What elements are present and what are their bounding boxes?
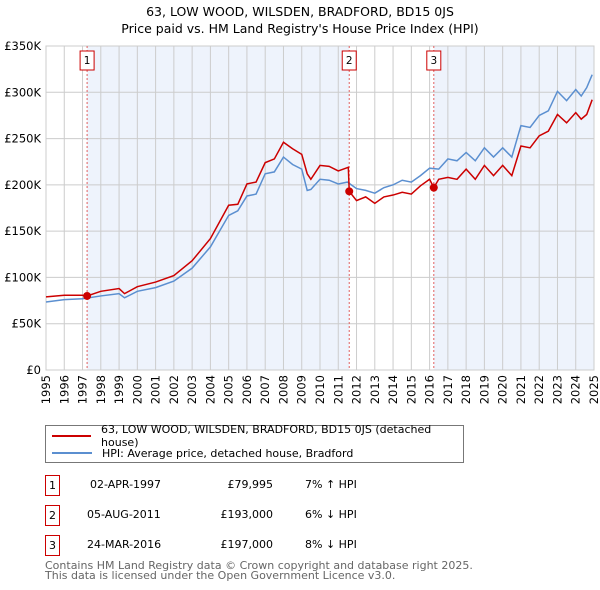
x-tick-label: 2025 (587, 375, 600, 404)
x-tick-label: 2007 (258, 375, 272, 404)
sale-marker-number: 1 (84, 55, 91, 67)
sale-row: 3 24-MAR-2016 £197,000 8% ↓ HPI (45, 535, 465, 556)
y-tick-label: £100K (4, 270, 41, 284)
x-tick-label: 2017 (441, 375, 455, 404)
x-tick-label: 1996 (57, 375, 71, 404)
x-tick-label: 2016 (423, 375, 437, 404)
x-tick-label: 2024 (569, 375, 583, 404)
x-tick-label: 2005 (222, 375, 236, 404)
legend-item-hpi: HPI: Average price, detached house, Brad… (46, 445, 353, 461)
y-tick-label: £250K (4, 132, 41, 146)
sale-marker-box (79, 50, 95, 71)
y-tick-label: £50K (12, 317, 42, 331)
legend-item-property: 63, LOW WOOD, WILSDEN, BRADFORD, BD15 0J… (46, 423, 463, 449)
x-tick-label: 2011 (331, 375, 345, 404)
x-tick-label: 2002 (167, 375, 181, 404)
x-tick-label: 2018 (459, 375, 473, 404)
legend-label-hpi: HPI: Average price, detached house, Brad… (102, 446, 354, 460)
y-tick-label: £300K (4, 85, 41, 99)
sale-marker-box (426, 50, 442, 71)
x-tick-label: 2012 (350, 375, 364, 404)
legend: 63, LOW WOOD, WILSDEN, BRADFORD, BD15 0J… (45, 423, 464, 463)
sale-date: 05-AUG-2011 (87, 508, 161, 521)
sale-row: 2 05-AUG-2011 £193,000 6% ↓ HPI (45, 505, 465, 526)
footer-licence: This data is licensed under the Open Gov… (45, 569, 396, 582)
y-tick-label: £350K (4, 39, 41, 53)
x-tick-label: 2021 (514, 375, 528, 404)
x-tick-label: 1999 (112, 375, 126, 404)
sale-marker-number: 3 (430, 55, 437, 67)
x-tick-label: 2000 (130, 375, 144, 404)
legend-swatch-property (52, 435, 92, 437)
x-tick-label: 2001 (149, 375, 163, 404)
shade-band (433, 46, 594, 370)
sale-marker-badge: 2 (45, 505, 60, 526)
footer: Contains HM Land Registry data © Crown c… (45, 559, 473, 582)
sale-point (83, 291, 92, 300)
y-tick-label: £150K (4, 224, 41, 238)
x-tick-label: 2006 (240, 375, 254, 404)
sale-price: £79,995 (227, 478, 274, 491)
x-tick-label: 2019 (477, 375, 491, 404)
sale-point (345, 187, 354, 196)
sale-row: 1 02-APR-1997 £79,995 7% ↑ HPI (45, 475, 465, 496)
sale-point (429, 183, 438, 192)
legend-swatch-hpi (52, 452, 92, 454)
x-tick-label: 2022 (532, 375, 546, 404)
sale-marker-box (341, 50, 357, 71)
legend-label-property: 63, LOW WOOD, WILSDEN, BRADFORD, BD15 0J… (101, 423, 432, 449)
sale-hpi-diff: 6% ↓ HPI (305, 508, 357, 521)
y-tick-label: £0 (26, 363, 41, 377)
x-tick-label: 2010 (313, 375, 327, 404)
sale-marker-number: 2 (346, 55, 353, 67)
x-tick-label: 1995 (39, 375, 53, 404)
x-tick-label: 2013 (368, 375, 382, 404)
sale-date: 02-APR-1997 (90, 478, 162, 491)
sale-hpi-diff: 8% ↓ HPI (305, 538, 357, 551)
y-tick-label: £200K (4, 178, 41, 192)
chart-subtitle: Price paid vs. HM Land Registry's House … (121, 21, 479, 36)
property-line (45, 99, 593, 298)
sale-hpi-diff: 7% ↑ HPI (305, 478, 357, 491)
x-tick-label: 1997 (76, 375, 90, 404)
x-tick-label: 2004 (203, 375, 217, 404)
x-tick-label: 2003 (185, 375, 199, 404)
x-tick-label: 2014 (386, 375, 400, 404)
hpi-line (45, 74, 593, 303)
sale-marker-badge: 1 (45, 475, 60, 496)
footer-copyright: Contains HM Land Registry data © Crown c… (45, 559, 473, 572)
sale-price: £193,000 (220, 508, 274, 521)
x-tick-label: 2023 (550, 375, 564, 404)
x-tick-label: 2020 (496, 375, 510, 404)
x-tick-label: 2009 (295, 375, 309, 404)
sale-price: £197,000 (220, 538, 274, 551)
shade-band (87, 46, 350, 370)
price-chart: 1995 1996 1997 1998 1999 2000 2001 2002 2003 2004… (4, 39, 600, 404)
sale-marker-badge: 3 (45, 535, 60, 556)
x-tick-label: 2015 (404, 375, 418, 404)
x-tick-label: 1998 (94, 375, 108, 404)
sale-date: 24-MAR-2016 (87, 538, 162, 551)
plot-border (45, 45, 595, 371)
x-tick-label: 2008 (276, 375, 290, 404)
chart-title: 63, LOW WOOD, WILSDEN, BRADFORD, BD15 0J… (146, 4, 454, 19)
